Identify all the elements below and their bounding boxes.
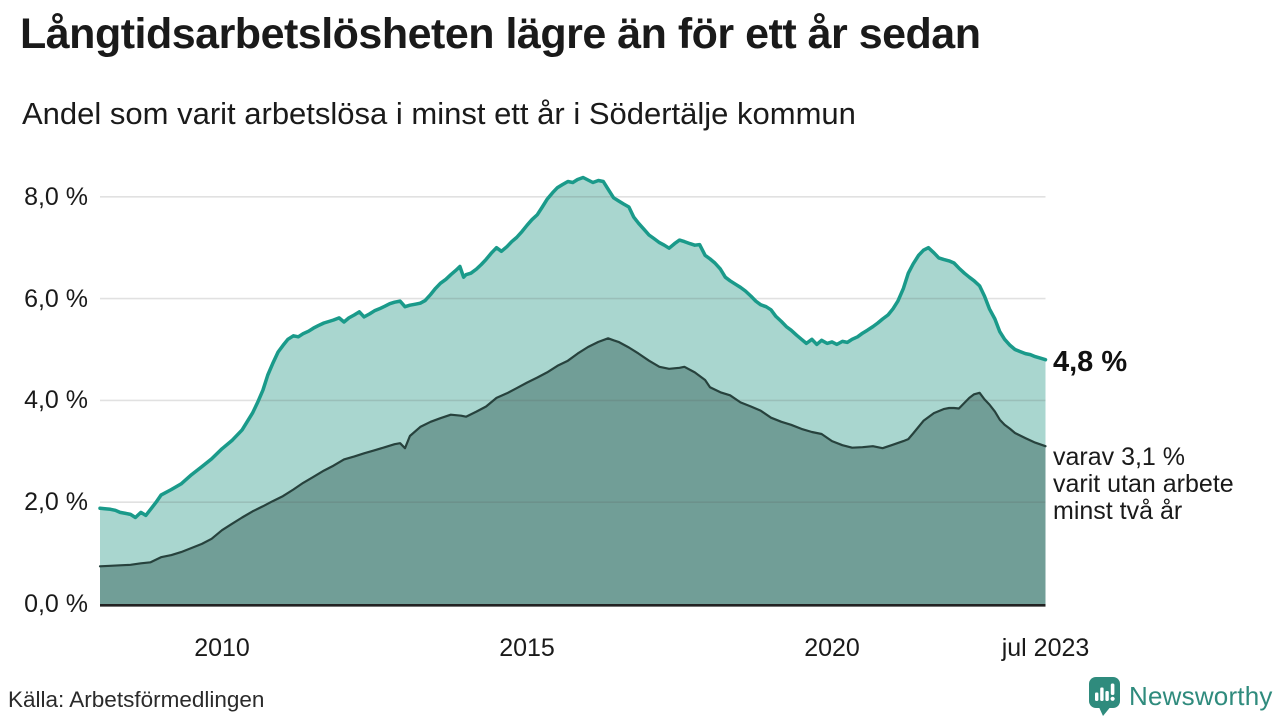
- x-tick-label: 2010: [194, 634, 250, 662]
- y-tick-label: 8,0 %: [24, 182, 88, 211]
- source-note: Källa: Arbetsförmedlingen: [8, 687, 265, 712]
- newsworthy-brand: Newsworthy: [1088, 676, 1273, 716]
- chart-subtitle: Andel som varit arbetslösa i minst ett å…: [22, 96, 856, 131]
- x-tick-label: 2020: [804, 634, 860, 662]
- y-tick-label: 0,0 %: [24, 590, 88, 618]
- newsworthy-logo-icon: [1089, 677, 1120, 716]
- area-fill-1: [100, 338, 1046, 604]
- x-tick-label: 2015: [499, 634, 555, 662]
- sub-series-annotation: varav 3,1 % varit utan arbete minst två …: [1053, 443, 1234, 525]
- end-value-annotation: 4,8 %: [1053, 346, 1128, 378]
- page-title: Långtidsarbetslösheten lägre än för ett …: [20, 10, 981, 58]
- newsworthy-wordmark: Newsworthy: [1129, 680, 1273, 711]
- y-tick-label: 4,0 %: [24, 386, 88, 415]
- y-tick-label: 6,0 %: [24, 284, 88, 313]
- series-line-1: [98, 337, 1047, 568]
- y-tick-label: 2,0 %: [24, 488, 88, 517]
- series-line-0: [98, 175, 1048, 520]
- x-tick-label: jul 2023: [1001, 634, 1090, 662]
